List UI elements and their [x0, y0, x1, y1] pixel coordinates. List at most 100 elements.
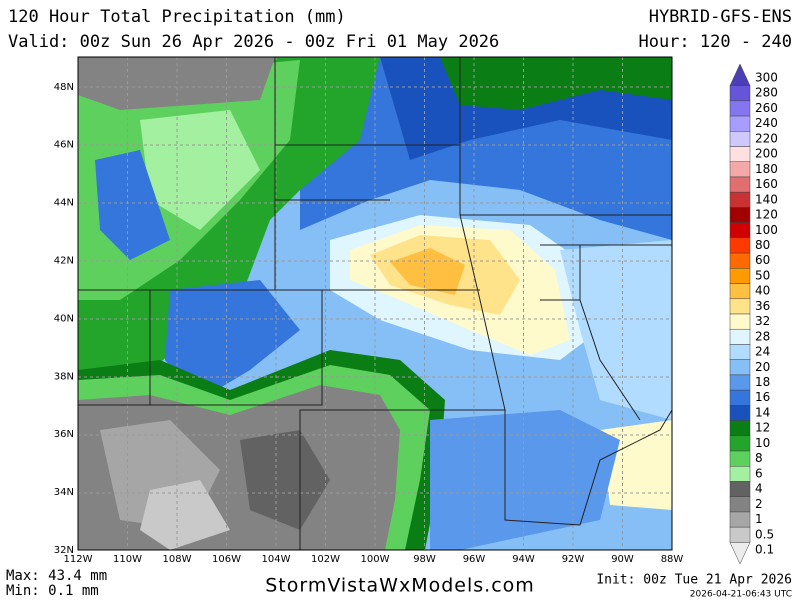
legend-label: 16 [755, 390, 770, 404]
legend-label: 2 [755, 497, 763, 511]
legend-swatch [729, 420, 751, 437]
legend-label: 10 [755, 436, 770, 450]
legend-label: 0.5 [755, 527, 774, 541]
legend-swatch [729, 100, 751, 117]
lon-label: 92W [562, 554, 585, 565]
state-borders [78, 57, 672, 550]
legend-swatch [729, 115, 751, 132]
lat-label: 40N [54, 313, 74, 324]
legend-swatch [729, 344, 751, 360]
legend-swatch [729, 511, 751, 528]
lon-label: 98W [413, 554, 436, 565]
lat-labels: 32N 34N 36N 38N 40N 42N 44N 46N 48N [54, 82, 74, 556]
lon-label: 90W [611, 554, 634, 565]
timestamp: 2026-04-21-06:43 UTC [690, 590, 792, 600]
legend-swatch [729, 389, 751, 406]
legend-swatch [729, 450, 751, 467]
legend-swatch [729, 146, 751, 162]
legend-swatch [729, 176, 751, 193]
init-time: Init: 00z Tue 21 Apr 2026 [596, 573, 792, 588]
lon-label: 110W [113, 554, 142, 565]
valid-range: Valid: 00z Sun 26 Apr 2026 - 00z Fri 01 … [8, 32, 499, 52]
lat-label: 36N [54, 429, 74, 440]
legend-swatch [729, 298, 751, 315]
precip-map [78, 57, 672, 550]
lon-labels: 112W 110W 108W 106W 104W 102W 100W 98W 96W 94W 92W… [64, 554, 684, 565]
legend-swatch [729, 63, 751, 86]
lon-label: 106W [212, 554, 241, 565]
legend-swatch [729, 496, 751, 513]
legend-swatch [729, 405, 751, 421]
legend-swatch [729, 313, 751, 330]
title: 120 Hour Total Precipitation (mm) [8, 7, 346, 27]
legend-label: 32 [755, 314, 770, 328]
legend-swatch [729, 435, 751, 452]
lon-label: 108W [163, 554, 192, 565]
site-name: StormVistaWxModels.com [265, 575, 535, 597]
legend-swatch [729, 542, 751, 565]
legend-label: 4 [755, 482, 763, 496]
legend-swatch [729, 131, 751, 147]
legend-label: 80 [755, 238, 770, 252]
max-value: Max: 43.4 mm [6, 568, 107, 584]
legend-label: 12 [755, 421, 770, 435]
lat-label: 44N [54, 198, 74, 209]
lon-label: 104W [262, 554, 291, 565]
legend-swatch [729, 328, 751, 345]
lon-label: 94W [512, 554, 535, 565]
legend-swatch [729, 466, 751, 482]
legend-swatch [729, 252, 751, 269]
legend-swatch [729, 207, 751, 223]
lat-label: 34N [54, 487, 74, 498]
legend-label: 240 [755, 116, 778, 130]
lon-label: 100W [361, 554, 390, 565]
legend-label: 50 [755, 268, 770, 282]
legend-label: 40 [755, 284, 770, 298]
legend-label: 160 [755, 177, 778, 191]
legend-swatch [729, 283, 751, 300]
legend-swatch [729, 359, 751, 376]
map-frame [77, 56, 673, 551]
legend-label: 8 [755, 451, 763, 465]
legend-label: 24 [755, 345, 770, 359]
legend-label: 200 [755, 147, 778, 161]
lat-label: 46N [54, 140, 74, 151]
legend-swatch [729, 191, 751, 208]
model-name: HYBRID-GFS-ENS [649, 7, 792, 27]
legend-label: 180 [755, 162, 778, 176]
lon-label: 88W [661, 554, 684, 565]
legend-swatch [729, 526, 751, 543]
legend-label: 0.1 [755, 543, 774, 557]
legend-label: 220 [755, 131, 778, 145]
legend-label: 28 [755, 329, 770, 343]
color-legend: 3002802602402202001801601401201008060504… [729, 63, 778, 565]
legend-swatch [729, 161, 751, 178]
lon-label: 112W [64, 554, 93, 565]
lon-label: 96W [463, 554, 486, 565]
hour-range: Hour: 120 - 240 [638, 32, 792, 52]
lon-label: 102W [311, 554, 340, 565]
legend-label: 20 [755, 360, 770, 374]
lat-label: 38N [54, 371, 74, 382]
legend-label: 280 [755, 86, 778, 100]
legend-label: 14 [755, 405, 770, 419]
legend-label: 60 [755, 253, 770, 267]
legend-swatch [729, 481, 751, 497]
legend-swatch [729, 268, 751, 284]
legend-label: 1 [755, 512, 763, 526]
legend-label: 140 [755, 192, 778, 206]
legend-label: 100 [755, 223, 778, 237]
legend-label: 300 [755, 71, 778, 85]
lat-label: 42N [54, 256, 74, 267]
legend-swatch [729, 222, 751, 239]
legend-swatch [729, 374, 751, 391]
legend-swatch [729, 237, 751, 254]
lat-label: 32N [54, 545, 74, 556]
legend-swatch [729, 85, 751, 102]
legend-label: 260 [755, 101, 778, 115]
legend-label: 18 [755, 375, 770, 389]
legend-label: 6 [755, 466, 763, 480]
legend-label: 120 [755, 208, 778, 222]
lat-label: 48N [54, 82, 74, 93]
